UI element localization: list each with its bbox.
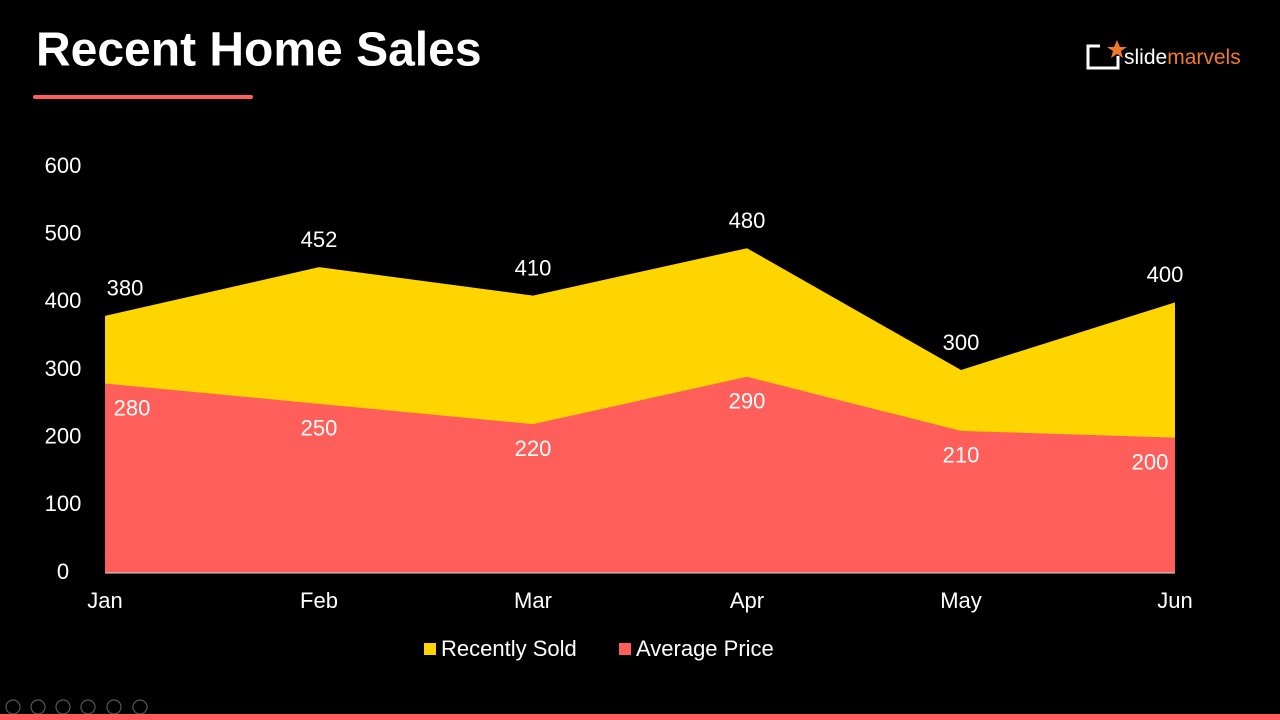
y-tick-label: 100 xyxy=(45,491,82,516)
data-label: 280 xyxy=(114,395,151,420)
legend-label: Recently Sold xyxy=(441,636,577,661)
legend-label: Average Price xyxy=(636,636,774,661)
slideshow-toolbar xyxy=(5,699,148,715)
x-tick-label: Jan xyxy=(87,588,122,613)
y-tick-label: 400 xyxy=(45,288,82,313)
slide-title: Recent Home Sales xyxy=(36,24,482,77)
x-tick-label: Jun xyxy=(1157,588,1192,613)
data-label: 290 xyxy=(729,389,766,414)
data-label: 300 xyxy=(943,330,980,355)
data-label: 250 xyxy=(301,416,338,441)
x-tick-label: Apr xyxy=(730,588,764,613)
data-label: 400 xyxy=(1147,262,1184,287)
y-tick-label: 0 xyxy=(57,559,69,584)
data-label: 480 xyxy=(729,208,766,233)
chart: 0 100 200 300 400 500 600 380 452 410 480 300 400 280… xyxy=(45,153,1193,661)
logo: slidemarvels xyxy=(1086,40,1241,70)
logo-text: slidemarvels xyxy=(1124,46,1241,69)
area xyxy=(105,376,1175,573)
x-tick-label: Mar xyxy=(514,588,552,613)
logo-icon xyxy=(1086,44,1120,70)
data-label: 380 xyxy=(107,276,144,301)
data-label: 220 xyxy=(515,436,552,461)
footer-bar xyxy=(0,714,1280,720)
title-underline xyxy=(33,95,253,99)
x-tick-label: Feb xyxy=(300,588,338,613)
y-tick-label: 300 xyxy=(45,356,82,381)
x-tick-label: May xyxy=(940,588,982,613)
logo-part: marvels xyxy=(1167,46,1241,69)
data-label: 410 xyxy=(515,255,552,280)
legend-swatch xyxy=(424,643,436,655)
legend-swatch xyxy=(619,643,631,655)
data-label: 210 xyxy=(943,443,980,468)
data-label: 452 xyxy=(301,227,338,252)
logo-star xyxy=(1107,40,1127,58)
y-tick-label: 200 xyxy=(45,423,82,448)
logo-part: slide xyxy=(1124,46,1167,69)
y-tick-label: 600 xyxy=(45,153,82,178)
y-tick-label: 500 xyxy=(45,220,82,245)
data-label: 200 xyxy=(1132,449,1169,474)
